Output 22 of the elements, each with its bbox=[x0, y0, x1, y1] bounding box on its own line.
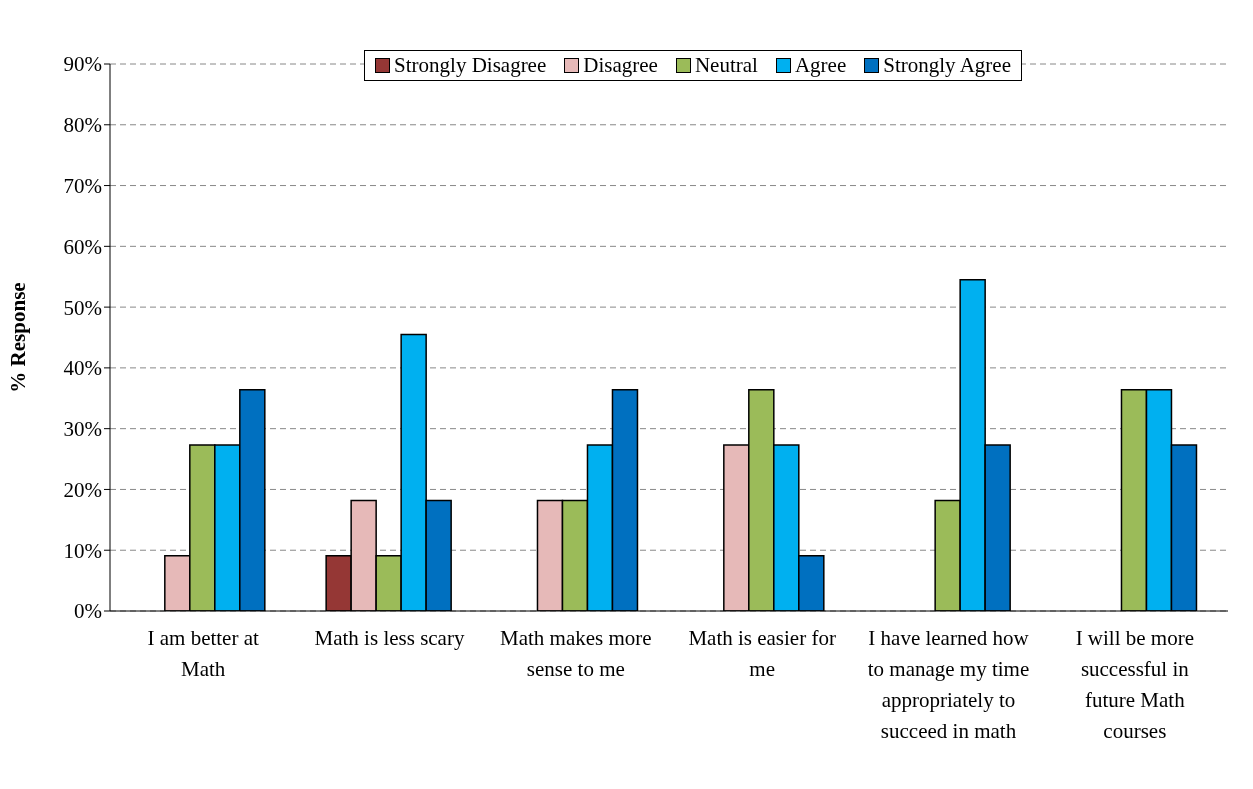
y-tick-label: 40% bbox=[63, 356, 102, 381]
y-tick-label: 10% bbox=[63, 538, 102, 563]
y-tick-label: 30% bbox=[63, 417, 102, 442]
legend-label: Agree bbox=[793, 53, 847, 78]
x-tick-label: I am better at Math bbox=[147, 626, 260, 681]
y-axis-title: % Response bbox=[6, 282, 31, 393]
x-tick-label: I have learned how to manage my time appropriately to succeed in math bbox=[867, 626, 1030, 743]
y-tick-label: 60% bbox=[63, 234, 102, 259]
legend-label: Strongly Disagree bbox=[393, 53, 547, 78]
legend-label: Strongly Agree bbox=[882, 53, 1011, 78]
y-tick-label: 80% bbox=[63, 113, 102, 138]
x-tick-label: Math is easier for me bbox=[688, 626, 836, 681]
x-tick-label: Math makes more sense to me bbox=[500, 626, 652, 681]
y-tick-label: 90% bbox=[63, 52, 102, 77]
y-tick-label: 70% bbox=[63, 174, 102, 199]
y-tick-label: 50% bbox=[63, 295, 102, 320]
x-tick-label: I will be more successful in future Math courses bbox=[1075, 626, 1195, 743]
y-tick-label: 20% bbox=[63, 477, 102, 502]
legend-label: Disagree bbox=[582, 53, 658, 78]
y-tick-label: 0% bbox=[74, 599, 102, 624]
legend-label: Neutral bbox=[693, 53, 758, 78]
x-tick-label: Math is less scary bbox=[314, 626, 465, 650]
